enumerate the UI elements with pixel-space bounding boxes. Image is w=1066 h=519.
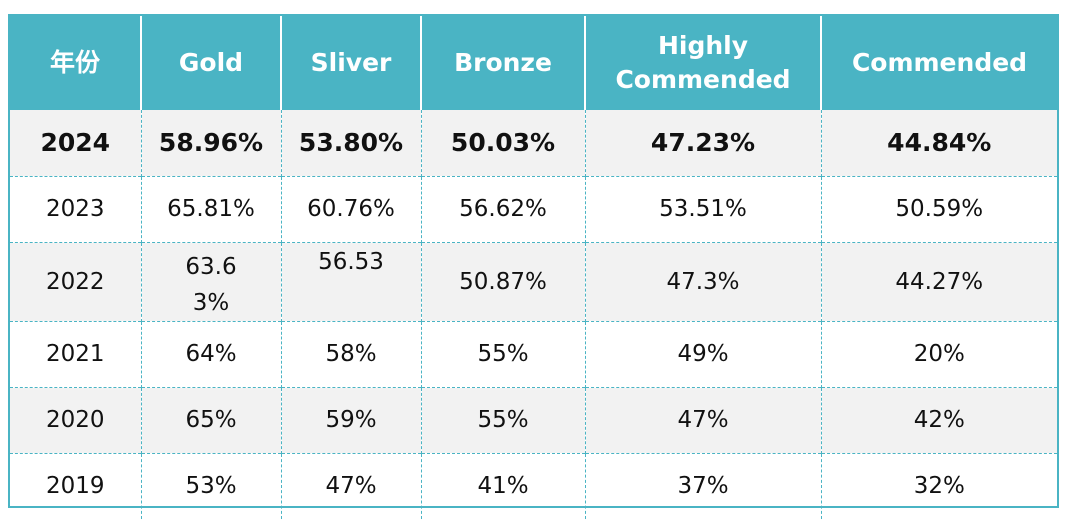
results-table: 年份 Gold Sliver Bronze Highly Commended C… <box>10 16 1057 519</box>
cell-gold: 65.81% <box>140 175 281 242</box>
table-row: 2023 65.81% 60.76% 56.62% 53.51% 50.59% <box>10 175 1057 242</box>
cell-year: 2021 <box>10 320 141 387</box>
cell-highly-commended: 47.3% <box>584 241 821 321</box>
cell-year: 2023 <box>10 175 141 242</box>
cell-bronze: 55% <box>420 386 585 453</box>
cell-commended: 42% <box>820 386 1057 453</box>
header-row: 年份 Gold Sliver Bronze Highly Commended C… <box>10 16 1057 110</box>
header-highly-commended-label: Highly Commended <box>615 31 791 94</box>
cell-bronze: 41% <box>420 452 585 519</box>
cell-year: 2024 <box>10 110 141 176</box>
cell-bronze: 50.03% <box>420 110 585 176</box>
cell-highly-commended: 37% <box>584 452 821 519</box>
header-bronze: Bronze <box>420 16 585 110</box>
table-row: 2024 58.96% 53.80% 50.03% 47.23% 44.84% <box>10 110 1057 176</box>
cell-gold: 63.63% <box>140 241 281 321</box>
cell-sliver: 58% <box>280 320 421 387</box>
cell-sliver: 53.80% <box>280 110 421 176</box>
cell-gold: 64% <box>140 320 281 387</box>
table-row: 2020 65% 59% 55% 47% 42% <box>10 386 1057 453</box>
cell-highly-commended: 53.51% <box>584 175 821 242</box>
cell-commended: 20% <box>820 320 1057 387</box>
cell-year: 2020 <box>10 386 141 453</box>
cell-gold: 53% <box>140 452 281 519</box>
header-year: 年份 <box>10 16 141 110</box>
cell-sliver: 47% <box>280 452 421 519</box>
header-sliver: Sliver <box>280 16 421 110</box>
cell-sliver: 59% <box>280 386 421 453</box>
cell-commended: 44.27% <box>820 241 1057 321</box>
cell-highly-commended: 47% <box>584 386 821 453</box>
cell-gold: 65% <box>140 386 281 453</box>
cell-highly-commended: 47.23% <box>584 110 821 176</box>
table-row: 2021 64% 58% 55% 49% 20% <box>10 320 1057 387</box>
cell-sliver: 56.53 <box>280 241 421 321</box>
cell-gold-value: 63.63% <box>185 253 237 316</box>
cell-gold: 58.96% <box>140 110 281 176</box>
cell-sliver: 60.76% <box>280 175 421 242</box>
cell-commended: 44.84% <box>820 110 1057 176</box>
header-highly-commended: Highly Commended <box>584 16 821 110</box>
results-table-frame: 年份 Gold Sliver Bronze Highly Commended C… <box>8 14 1059 519</box>
header-commended: Commended <box>820 16 1057 110</box>
table-row: 2022 63.63% 56.53 50.87% 47.3% 44.27% <box>10 241 1057 321</box>
cell-year: 2019 <box>10 452 141 519</box>
cell-commended: 50.59% <box>820 175 1057 242</box>
cell-bronze: 56.62% <box>420 175 585 242</box>
cell-commended: 32% <box>820 452 1057 519</box>
table-row: 2019 53% 47% 41% 37% 32% <box>10 452 1057 519</box>
cell-year: 2022 <box>10 241 141 321</box>
cell-bronze: 55% <box>420 320 585 387</box>
cell-bronze: 50.87% <box>420 241 585 321</box>
header-gold: Gold <box>140 16 281 110</box>
cell-highly-commended: 49% <box>584 320 821 387</box>
